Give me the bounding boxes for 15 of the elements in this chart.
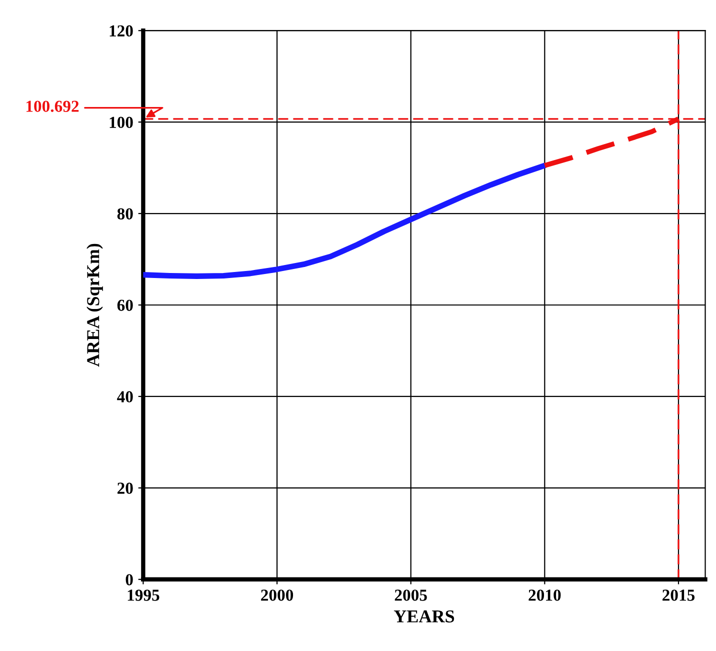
x-axis-title: YEARS: [394, 610, 454, 622]
y-tick-label: 60: [117, 300, 133, 311]
x-tick-label: 2005: [394, 590, 427, 601]
y-axis-title: AREA (SqrKm): [86, 244, 103, 367]
x-tick-label: 2010: [528, 590, 561, 601]
y-tick-label: 120: [110, 25, 133, 37]
y-tick-label: 0: [126, 574, 133, 586]
x-tick-label: 1995: [128, 590, 160, 601]
y-tick-label: 20: [118, 482, 133, 494]
y-tick-label: 100: [110, 116, 133, 128]
ref-line-label: 100.692: [26, 100, 79, 112]
y-tick-label: 40: [117, 391, 133, 402]
y-tick-label: 80: [117, 208, 133, 220]
x-tick-label: 2015: [662, 590, 695, 601]
x-tick-label: 2000: [261, 590, 294, 601]
